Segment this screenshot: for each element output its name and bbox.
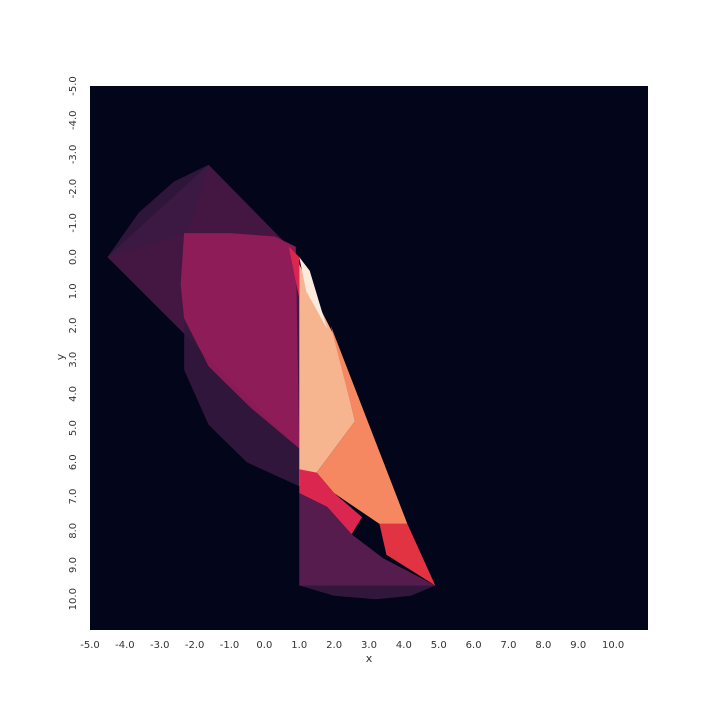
x-tick-label: 6.0 xyxy=(466,640,482,651)
x-axis: -5.0 -4.0 -3.0 -2.0 -1.0 0.0 1.0 2.0 3.0 4.0 5.0 6.… xyxy=(80,640,624,651)
x-tick-label: 0.0 xyxy=(256,640,272,651)
heatmap-region-disc-lower xyxy=(184,318,300,487)
x-tick-label: 5.0 xyxy=(431,640,447,651)
x-tick-label: -2.0 xyxy=(185,640,205,651)
heatmap-regions xyxy=(107,164,436,600)
y-tick-label: -5.0 xyxy=(68,76,79,96)
y-axis: -5.0 -4.0 -3.0 -2.0 -1.0 0.0 1.0 2.0 3.0 4.0 5.0 6.… xyxy=(68,76,79,610)
x-tick-label: 7.0 xyxy=(501,640,517,651)
x-tick-label: 1.0 xyxy=(291,640,307,651)
y-tick-label: 2.0 xyxy=(68,318,79,334)
x-tick-label: 4.0 xyxy=(396,640,412,651)
x-tick-label: 9.0 xyxy=(570,640,586,651)
x-tick-label: -1.0 xyxy=(220,640,240,651)
plot-background xyxy=(90,86,648,630)
y-axis-label: y xyxy=(54,353,67,360)
heatmap-region-wedge-lower-red xyxy=(379,523,436,586)
heatmap-region-edge-red xyxy=(288,246,300,299)
y-tick-label: -3.0 xyxy=(68,145,79,165)
y-tick-label: 10.0 xyxy=(68,588,79,610)
y-tick-label: 7.0 xyxy=(68,489,79,505)
x-tick-label: 10.0 xyxy=(602,640,624,651)
x-tick-label: -5.0 xyxy=(80,640,100,651)
y-tick-label: 0.0 xyxy=(68,249,79,265)
x-tick-label: 2.0 xyxy=(326,640,342,651)
x-tick-label: -3.0 xyxy=(150,640,170,651)
y-tick-label: 1.0 xyxy=(68,283,79,299)
heatmap-region-strip-lower xyxy=(299,493,436,586)
heatmap-region-wedge-lower-bottom xyxy=(299,585,436,600)
heatmap-region-strip-bright xyxy=(299,263,356,487)
y-tick-label: -4.0 xyxy=(68,110,79,130)
heatmap-region-strip-peak xyxy=(299,257,328,329)
heatmap-region-wedge-orange xyxy=(316,325,408,524)
x-axis-label: x xyxy=(366,652,373,665)
y-tick-label: -2.0 xyxy=(68,179,79,199)
y-tick-label: 4.0 xyxy=(68,386,79,402)
y-tick-label: 3.0 xyxy=(68,352,79,368)
x-tick-label: 3.0 xyxy=(361,640,377,651)
y-tick-label: 9.0 xyxy=(68,557,79,573)
x-tick-label: 8.0 xyxy=(535,640,551,651)
y-tick-label: 8.0 xyxy=(68,523,79,539)
heatmap-region-band-red xyxy=(299,469,363,535)
heatmap-region-wedge-a-arc xyxy=(107,164,209,258)
x-tick-label: -4.0 xyxy=(115,640,135,651)
heatmap-region-disc-core xyxy=(180,233,300,449)
y-tick-label: -1.0 xyxy=(68,213,79,233)
y-tick-label: 5.0 xyxy=(68,420,79,436)
y-tick-label: 6.0 xyxy=(68,454,79,470)
